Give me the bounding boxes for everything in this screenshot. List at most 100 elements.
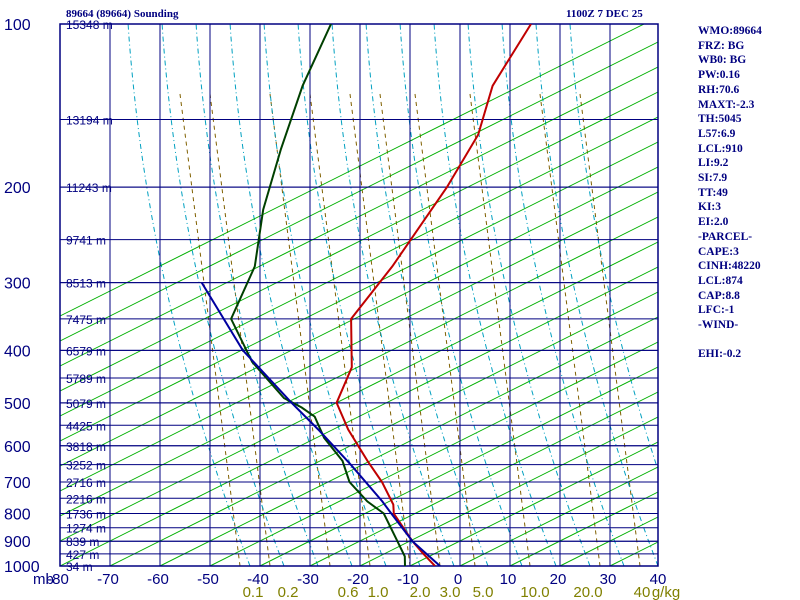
temperature-tick-label: 10 (500, 571, 517, 588)
temperature-tick-label: 20 (550, 571, 567, 588)
height-label: 2216 m (66, 492, 106, 506)
dry-adiabat (109, 291, 658, 566)
index-cape: CAPE:3 (698, 245, 739, 258)
index-si: SI:7.9 (698, 172, 728, 185)
moist-adiabat (535, 24, 658, 566)
index-l57: L57:6.9 (698, 127, 736, 140)
index-li: LI:9.2 (698, 157, 729, 170)
index-parcel-lcl: LCL:874 (698, 274, 743, 287)
dry-adiabat (60, 191, 658, 492)
plot-border (59, 23, 659, 567)
spacer-line (698, 333, 798, 348)
mixing-ratio-label: 5.0 (473, 584, 494, 600)
mixing-ratio-label: 3.0 (440, 584, 461, 600)
temperature-tick-label: -40 (247, 571, 269, 588)
mixing-ratio-label: 10.0 (520, 584, 549, 600)
parcel-line (200, 282, 441, 566)
mixing-ratio-line (209, 93, 271, 566)
pressure-tick-label: 400 (4, 343, 31, 360)
index-ki: KI:3 (698, 201, 721, 214)
temperature-tick-label: -10 (397, 571, 419, 588)
height-label: 34 m (66, 560, 93, 574)
pressure-tick-label: 500 (4, 396, 31, 413)
mixing-ratio-label: 2.0 (410, 584, 431, 600)
index-lcl: LCL:910 (698, 142, 743, 155)
dewpoint-line (229, 24, 406, 566)
pressure-tick-label: 800 (4, 506, 31, 523)
mixing-ratio-line (414, 93, 476, 566)
dry-adiabat (359, 416, 658, 566)
height-label: 3252 m (66, 459, 106, 473)
temperature-tick-label: -70 (97, 571, 119, 588)
temperature-tick-label: 0 (454, 571, 462, 588)
moist-adiabat (399, 24, 523, 566)
sounding-series (200, 24, 532, 566)
pressure-tick-label: 700 (4, 475, 31, 492)
moist-adiabat (195, 24, 319, 566)
index-tt: TT:49 (698, 186, 728, 199)
height-label: 6579 m (66, 344, 106, 358)
pressure-tick-label: 900 (4, 534, 31, 551)
grid (60, 23, 658, 567)
moist-adiabat (127, 24, 251, 566)
dry-adiabat (60, 266, 658, 566)
height-label: 4425 m (66, 419, 106, 433)
mixing-ratio-label: 40 (634, 584, 651, 600)
temperature-tick-label: -60 (147, 571, 169, 588)
pressure-tick-label: 1000 (4, 559, 40, 576)
temperature-tick-label: 40 (650, 571, 667, 588)
index-wmo: WMO:89664 (698, 25, 762, 37)
height-label: 8513 m (66, 277, 106, 291)
height-label: 839 m (66, 535, 99, 549)
dry-adiabat (209, 341, 658, 566)
height-label: 15348 m (66, 18, 113, 32)
index-rh: RH:70.6 (698, 83, 740, 96)
height-label: 2716 m (66, 476, 106, 490)
dry-adiabat (60, 241, 658, 542)
height-label: 7475 m (66, 313, 106, 327)
mixing-ratio-label: 0.1 (243, 584, 264, 600)
index-wb0: WB0: BG (698, 54, 747, 67)
mixing-ratio-label: 20.0 (573, 584, 602, 600)
mixing-ratio-label: 1.0 (368, 584, 389, 600)
temperature-tick-label: -50 (197, 571, 219, 588)
index-maxt: MAXT:-2.3 (698, 98, 755, 111)
dry-adiabat (259, 366, 658, 566)
height-label: 11243 m (66, 181, 112, 195)
temperature-tick-label: -30 (297, 571, 319, 588)
height-label: 5079 m (66, 397, 106, 411)
index-lfc: LFC:-1 (698, 304, 735, 317)
dry-adiabat (309, 391, 658, 566)
dry-adiabat (159, 316, 658, 566)
height-label: 1736 m (66, 507, 106, 521)
chart-title: 89664 (89664) Sounding (66, 8, 179, 20)
index-ei: EI:2.0 (698, 216, 729, 229)
height-label: 13194 m (66, 113, 113, 127)
mixing-ratio-label: g/kg (652, 584, 680, 600)
temperature-tick-label: 30 (600, 571, 617, 588)
moist-adiabat (331, 24, 455, 566)
height-label: 1274 m (66, 522, 106, 536)
mixing-ratio-line (469, 93, 531, 566)
dry-adiabat (60, 216, 658, 517)
valid-time: 1100Z 7 DEC 25 (566, 8, 643, 20)
index-pw: PW:0.16 (698, 69, 740, 82)
height-label: 427 m (66, 548, 99, 562)
index-ehi: EHI:-0.2 (698, 348, 742, 361)
indices-panel: WMO:89664 FRZ: BG WB0: BG PW:0.16 RH:70.… (698, 24, 798, 362)
wind-heading: -WIND- (698, 319, 739, 332)
height-label: 3818 m (66, 440, 106, 454)
index-cap: CAP:8.8 (698, 289, 740, 302)
plot-frame (59, 23, 659, 567)
mixing-ratio-label: 0.2 (278, 584, 299, 600)
pressure-tick-label: 600 (4, 439, 31, 456)
height-label: 9741 m (66, 234, 106, 248)
pressure-tick-label: 200 (4, 180, 31, 197)
index-th: TH:5045 (698, 113, 742, 126)
mixing-ratio-line (539, 93, 601, 566)
pressure-unit-label: mb (33, 571, 54, 588)
pressure-tick-label: 300 (4, 276, 31, 293)
index-frz: FRZ: BG (698, 39, 745, 52)
